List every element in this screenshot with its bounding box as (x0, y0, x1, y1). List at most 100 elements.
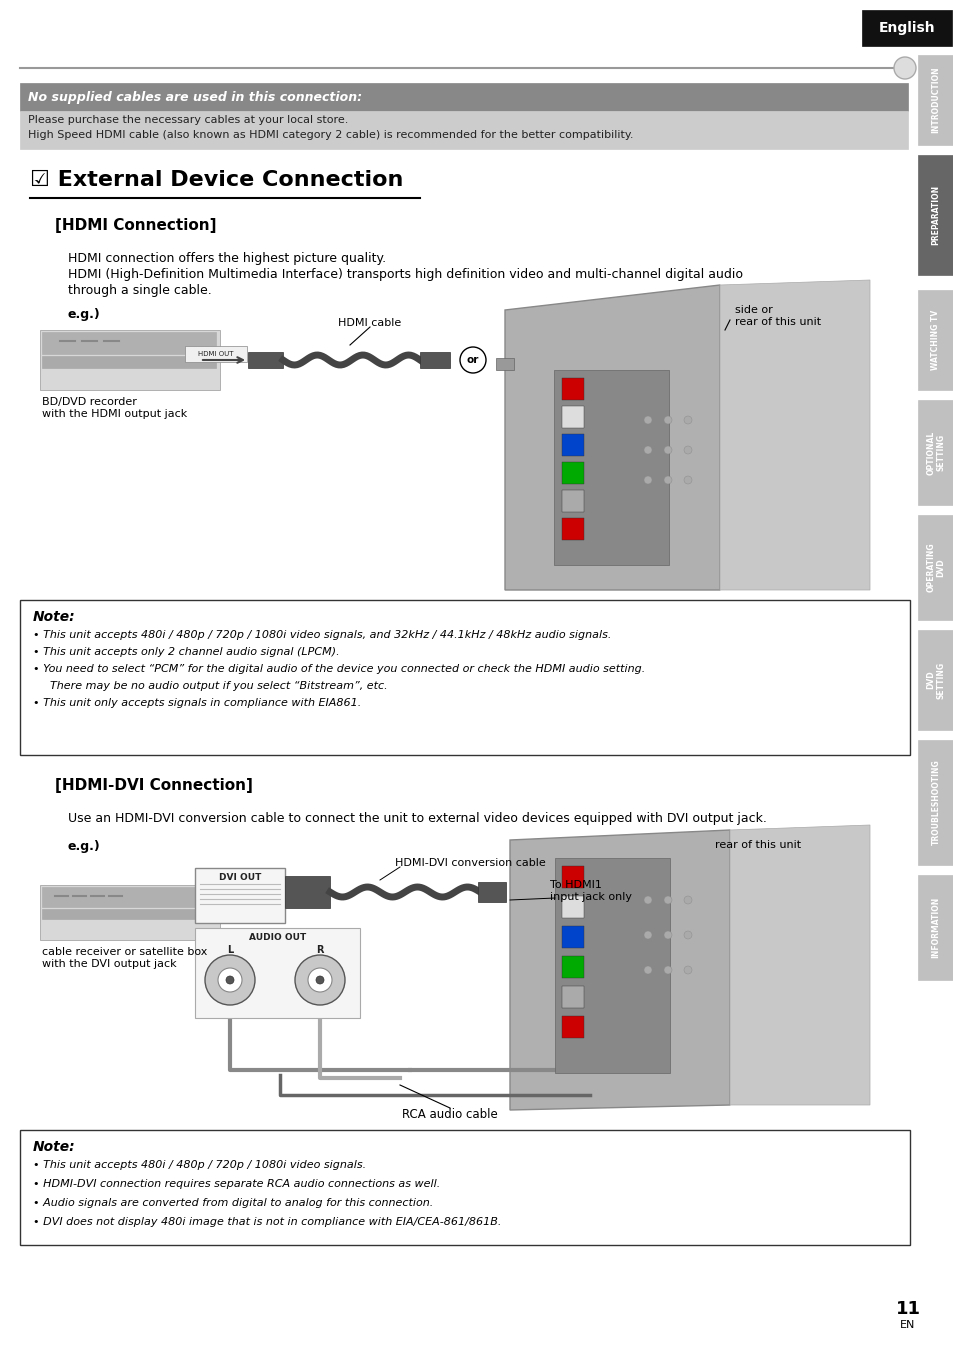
Bar (40, 330, 220, 390)
Bar (40, 886, 220, 940)
Bar (554, 369, 668, 565)
Bar (561, 896, 583, 918)
Bar (561, 956, 583, 979)
Circle shape (643, 931, 651, 940)
Bar (561, 518, 583, 541)
Text: • Audio signals are converted from digital to analog for this connection.: • Audio signals are converted from digit… (33, 1198, 433, 1208)
Text: ☑ External Device Connection: ☑ External Device Connection (30, 170, 403, 190)
Bar (419, 352, 450, 368)
Bar (561, 491, 583, 512)
Bar (555, 857, 669, 1073)
Text: Note:: Note: (33, 611, 75, 624)
Circle shape (643, 417, 651, 425)
Circle shape (663, 967, 671, 975)
Bar (496, 359, 514, 369)
Circle shape (294, 954, 345, 1006)
Circle shape (226, 976, 233, 984)
Bar (561, 1016, 583, 1038)
Bar (561, 462, 583, 484)
Text: INTRODUCTION: INTRODUCTION (930, 66, 940, 133)
Bar (20, 1130, 909, 1246)
Text: • This unit accepts 480i / 480p / 720p / 1080i video signals.: • This unit accepts 480i / 480p / 720p /… (33, 1161, 366, 1170)
Text: side or
rear of this unit: side or rear of this unit (734, 305, 821, 326)
Bar (917, 515, 953, 620)
Circle shape (663, 446, 671, 454)
Circle shape (683, 967, 691, 975)
Bar (917, 400, 953, 506)
Bar (561, 926, 583, 948)
Bar (917, 740, 953, 865)
Text: Note:: Note: (33, 1140, 75, 1154)
Bar (917, 630, 953, 731)
Bar (561, 985, 583, 1008)
Bar (285, 876, 330, 909)
Polygon shape (729, 825, 869, 1105)
Text: RCA audio cable: RCA audio cable (402, 1108, 497, 1122)
Bar (917, 55, 953, 146)
Circle shape (683, 931, 691, 940)
Text: To HDMI1
input jack only: To HDMI1 input jack only (550, 880, 631, 902)
Bar (20, 600, 909, 755)
Bar (561, 434, 583, 456)
Bar (185, 346, 247, 363)
Text: WATCHING TV: WATCHING TV (930, 310, 940, 371)
Bar (917, 155, 953, 275)
Text: • This unit only accepts signals in compliance with EIA861.: • This unit only accepts signals in comp… (33, 698, 361, 708)
Bar (20, 111, 907, 150)
Circle shape (205, 954, 254, 1006)
Text: There may be no audio output if you select “Bitstream”, etc.: There may be no audio output if you sele… (50, 681, 387, 692)
Circle shape (315, 976, 324, 984)
Bar (42, 356, 215, 368)
Bar (561, 406, 583, 429)
Bar (917, 290, 953, 390)
Circle shape (663, 417, 671, 425)
Circle shape (663, 476, 671, 484)
Text: through a single cable.: through a single cable. (68, 284, 212, 297)
Circle shape (663, 931, 671, 940)
Text: • HDMI-DVI connection requires separate RCA audio connections as well.: • HDMI-DVI connection requires separate … (33, 1180, 439, 1189)
Bar (248, 352, 283, 368)
Circle shape (683, 417, 691, 425)
Text: e.g.): e.g.) (68, 307, 101, 321)
Text: Use an HDMI-DVI conversion cable to connect the unit to external video devices e: Use an HDMI-DVI conversion cable to conn… (68, 811, 766, 825)
Text: Please purchase the necessary cables at your local store.: Please purchase the necessary cables at … (28, 115, 348, 125)
Text: HDMI-DVI conversion cable: HDMI-DVI conversion cable (395, 857, 545, 868)
Circle shape (218, 968, 242, 992)
Text: cable receiver or satellite box
with the DVI output jack: cable receiver or satellite box with the… (42, 948, 207, 969)
Bar (561, 865, 583, 888)
Circle shape (643, 446, 651, 454)
Bar (917, 875, 953, 980)
Text: • DVI does not display 480i image that is not in compliance with EIA/CEA-861/861: • DVI does not display 480i image that i… (33, 1217, 501, 1227)
Bar (42, 887, 215, 907)
Text: HDMI cable: HDMI cable (338, 318, 401, 328)
Bar (194, 868, 285, 923)
Text: HDMI connection offers the highest picture quality.: HDMI connection offers the highest pictu… (68, 252, 386, 266)
Circle shape (308, 968, 332, 992)
Text: EN: EN (900, 1320, 915, 1330)
Circle shape (643, 896, 651, 905)
Text: INFORMATION: INFORMATION (930, 896, 940, 958)
Text: [HDMI Connection]: [HDMI Connection] (55, 218, 216, 233)
Text: 11: 11 (895, 1299, 920, 1318)
Text: No supplied cables are used in this connection:: No supplied cables are used in this conn… (28, 90, 362, 104)
Text: or: or (466, 355, 478, 365)
Text: PREPARATION: PREPARATION (930, 185, 940, 245)
Text: • You need to select “PCM” for the digital audio of the device you connected or : • You need to select “PCM” for the digit… (33, 665, 644, 674)
Text: OPERATING
DVD: OPERATING DVD (925, 543, 944, 592)
Circle shape (663, 896, 671, 905)
Text: BD/DVD recorder
with the HDMI output jack: BD/DVD recorder with the HDMI output jac… (42, 398, 187, 419)
Circle shape (643, 476, 651, 484)
Bar (20, 84, 907, 111)
Text: R: R (315, 945, 323, 954)
Polygon shape (720, 280, 869, 590)
Text: [HDMI-DVI Connection]: [HDMI-DVI Connection] (55, 778, 253, 793)
Bar (477, 882, 505, 902)
Bar (862, 9, 951, 46)
Text: HDMI OUT: HDMI OUT (198, 350, 233, 357)
Circle shape (683, 476, 691, 484)
Bar (42, 332, 215, 355)
Circle shape (643, 967, 651, 975)
Text: DVI OUT: DVI OUT (218, 874, 261, 882)
Polygon shape (504, 284, 720, 590)
Text: OPTIONAL
SETTING: OPTIONAL SETTING (925, 430, 944, 474)
